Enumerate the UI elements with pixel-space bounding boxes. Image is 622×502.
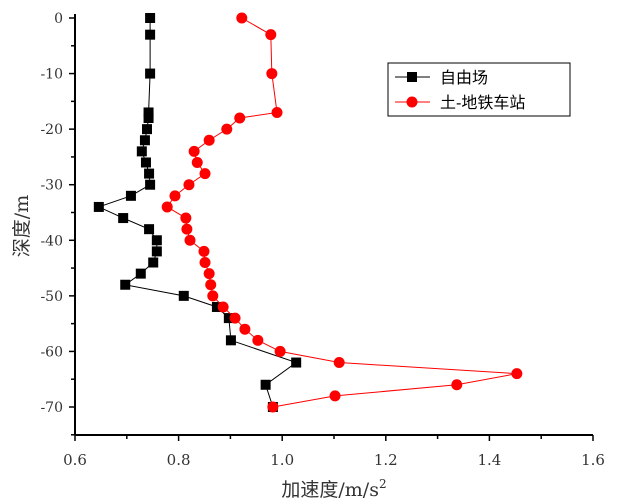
data-point	[207, 290, 219, 302]
data-point	[93, 201, 104, 212]
data-point	[125, 190, 136, 201]
data-point	[199, 257, 211, 269]
data-point	[181, 223, 193, 235]
data-point	[188, 145, 200, 157]
data-point	[239, 323, 251, 335]
x-tick-label: 1.2	[374, 451, 398, 469]
y-tick-label: -10	[40, 67, 63, 83]
data-point	[333, 357, 345, 369]
data-point	[223, 313, 234, 324]
data-point	[205, 279, 217, 291]
data-point	[236, 12, 248, 24]
data-point	[178, 290, 189, 301]
data-point	[252, 334, 264, 346]
y-tick-label: -70	[40, 400, 63, 416]
data-point	[145, 13, 156, 23]
data-point	[211, 301, 222, 312]
data-point	[136, 146, 147, 157]
legend-label: 土-地铁车站	[440, 93, 525, 112]
data-point	[151, 235, 162, 246]
legend-box	[387, 62, 571, 117]
data-point	[451, 379, 463, 391]
series-soil-subway-station	[161, 12, 523, 413]
y-tick-label: -50	[40, 289, 63, 305]
data-point	[198, 245, 210, 257]
x-tick-label: 1.4	[477, 451, 501, 469]
data-point	[151, 246, 162, 257]
data-point	[229, 312, 241, 324]
data-point	[118, 213, 129, 224]
data-point	[145, 68, 156, 79]
data-point	[169, 190, 181, 202]
x-tick-label: 0.6	[63, 451, 87, 469]
x-tick-label: 1.6	[581, 451, 605, 469]
data-point	[144, 224, 155, 235]
y-tick-label: -60	[40, 344, 63, 360]
data-point	[143, 107, 154, 118]
data-point	[161, 201, 173, 213]
legend-marker	[406, 96, 418, 108]
legend-label: 自由场	[440, 68, 488, 87]
data-point	[265, 29, 277, 41]
data-point	[183, 179, 195, 191]
data-point	[139, 135, 150, 146]
data-point	[291, 357, 302, 368]
data-point	[145, 179, 156, 190]
x-axis-label: 加速度/m/s2	[281, 477, 386, 501]
data-point	[274, 345, 286, 357]
data-point	[266, 68, 278, 80]
series-line	[97, 18, 298, 408]
data-point	[184, 234, 196, 246]
data-point	[221, 123, 233, 135]
y-tick-label: -40	[40, 233, 63, 249]
data-point	[191, 156, 203, 168]
series-free-field	[93, 13, 302, 412]
axes: 0.6 0.8 1.0 1.2 1.4 1.6 0 -10 -20 -30 -40 -50 -60 -70	[40, 11, 604, 469]
x-tick-label: 0.8	[167, 451, 191, 469]
data-point	[145, 29, 156, 40]
data-point	[135, 268, 146, 279]
data-point	[142, 124, 153, 135]
data-point	[329, 390, 341, 402]
data-point	[271, 106, 283, 118]
y-tick-label: 0	[54, 11, 63, 27]
legend-marker	[407, 72, 417, 82]
series-layer	[93, 12, 523, 413]
y-axis-label: 深度/m	[11, 195, 33, 257]
data-point	[199, 168, 211, 180]
data-point	[225, 335, 236, 346]
data-point	[203, 268, 215, 280]
data-point	[511, 368, 523, 380]
data-point	[234, 112, 246, 124]
data-point	[140, 157, 151, 168]
y-tick-label: -30	[40, 178, 63, 194]
data-point	[260, 379, 271, 390]
data-point	[120, 279, 131, 290]
data-point	[148, 257, 159, 268]
data-point	[217, 301, 229, 313]
x-tick-label: 1.0	[270, 451, 294, 469]
data-point	[267, 401, 279, 413]
y-tick-label: -20	[40, 122, 63, 138]
data-point	[143, 113, 154, 124]
data-point	[203, 134, 215, 146]
data-point	[144, 168, 155, 179]
data-point	[180, 212, 192, 224]
